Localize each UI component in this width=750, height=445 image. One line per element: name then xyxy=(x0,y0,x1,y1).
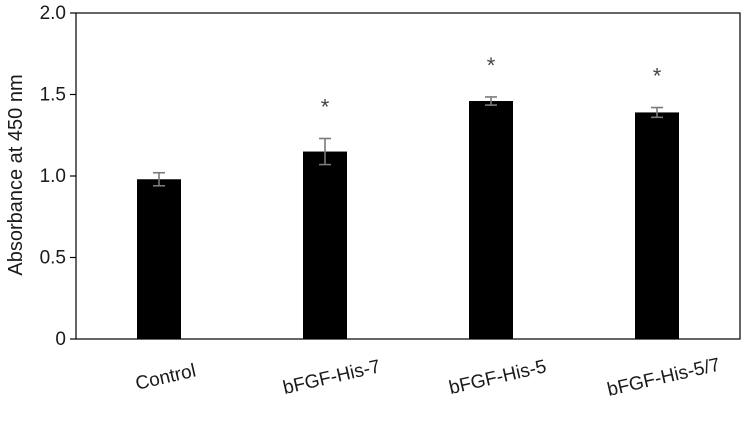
y-tick-label: 0.5 xyxy=(40,248,66,269)
significance-star: * xyxy=(653,64,662,89)
bar xyxy=(469,101,513,340)
significance-star: * xyxy=(487,53,496,78)
x-category-label: bFGF-His-5 xyxy=(447,356,548,399)
bar xyxy=(137,179,181,339)
x-category-label: Control xyxy=(134,361,198,395)
bars xyxy=(137,101,679,340)
y-axis-ticks: 0 0.5 1.0 1.5 2.0 xyxy=(40,3,76,350)
y-tick-label: 2.0 xyxy=(40,3,66,24)
x-category-label: bFGF-His-5/7 xyxy=(605,354,722,400)
x-category-label: bFGF-His-7 xyxy=(281,356,382,399)
y-tick-label: 1.0 xyxy=(40,166,66,187)
y-tick-label: 0 xyxy=(55,329,66,350)
bar xyxy=(303,151,347,339)
significance-star: * xyxy=(321,95,330,120)
error-bars xyxy=(153,96,663,187)
significance-markers: * * * xyxy=(321,53,662,120)
y-axis-title: Absorbance at 450 nm xyxy=(5,74,27,275)
y-tick-label: 1.5 xyxy=(40,85,66,106)
x-axis-labels: Control bFGF-His-7 bFGF-His-5 bFGF-His-5/7 xyxy=(134,354,723,400)
bar xyxy=(635,112,679,340)
